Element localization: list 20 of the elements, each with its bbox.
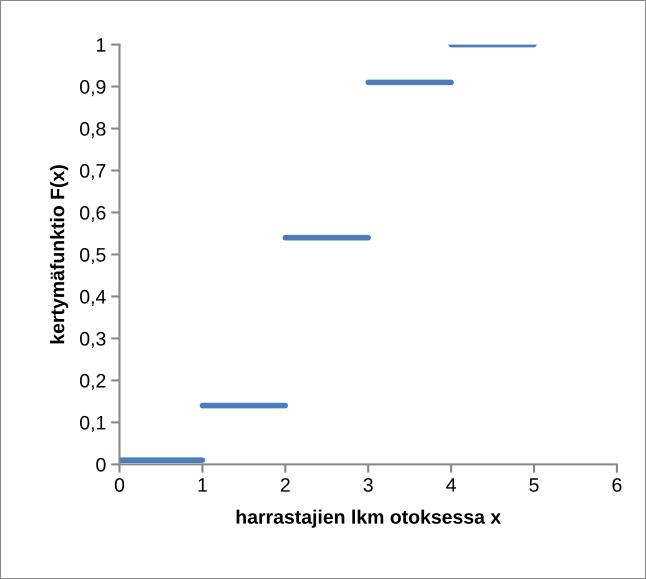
y-tick-label: 0,6 xyxy=(80,206,106,222)
x-tick-label: 2 xyxy=(280,478,290,492)
y-tick-label: 0,8 xyxy=(80,122,106,138)
y-tick-label: 0,2 xyxy=(80,374,106,390)
x-tick-label: 6 xyxy=(612,478,622,492)
x-tick-label: 3 xyxy=(364,478,373,492)
x-tick-label: 4 xyxy=(446,478,456,492)
y-tick-label: 0,3 xyxy=(80,332,106,348)
y-tick-label: 0 xyxy=(96,458,106,472)
y-tick-label: 0,4 xyxy=(80,290,106,306)
x-tick-label: 1 xyxy=(198,478,207,492)
x-axis-title: harrastajien lkm otoksessa x xyxy=(236,510,502,528)
x-tick-label: 5 xyxy=(529,478,539,492)
y-axis-title: kertymäfunktio F(x) xyxy=(50,165,68,344)
x-tick-label: 0 xyxy=(114,478,124,492)
y-tick-label: 0,5 xyxy=(80,248,106,264)
y-tick-label: 0,7 xyxy=(80,164,106,180)
y-tick-label: 0,1 xyxy=(80,416,106,432)
y-tick-label: 1 xyxy=(96,38,106,52)
y-tick-label: 0,9 xyxy=(80,80,106,96)
